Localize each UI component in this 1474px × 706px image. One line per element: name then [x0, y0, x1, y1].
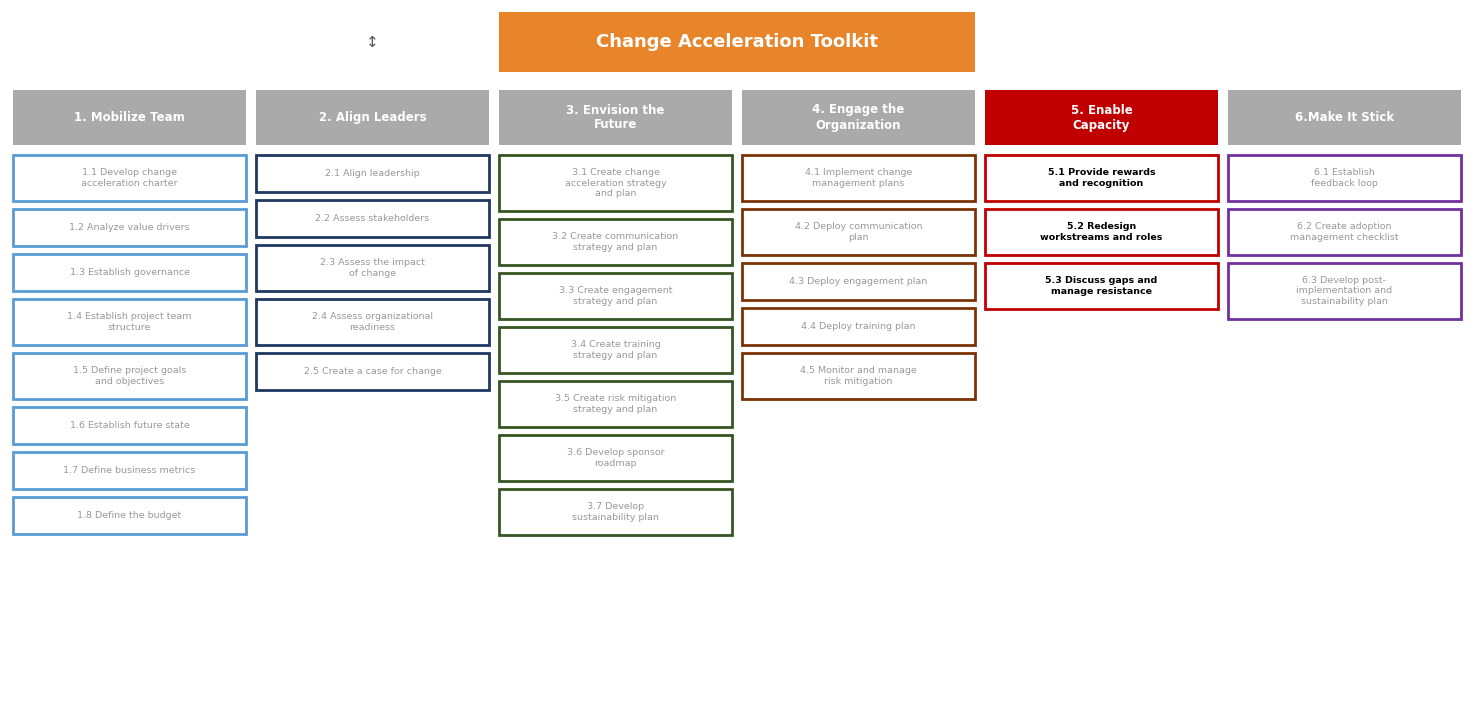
Bar	[256, 155, 489, 192]
Bar	[256, 90, 489, 145]
Bar	[500, 90, 733, 145]
Text: 2.2 Assess stakeholders: 2.2 Assess stakeholders	[315, 214, 429, 223]
Bar	[741, 263, 974, 300]
Bar	[256, 200, 489, 237]
Bar	[1228, 263, 1461, 319]
Text: 3.2 Create communication
strategy and plan: 3.2 Create communication strategy and pl…	[553, 232, 678, 252]
Text: 6.3 Develop post-
implementation and
sustainability plan: 6.3 Develop post- implementation and sus…	[1297, 276, 1393, 306]
Text: 4. Engage the
Organization: 4. Engage the Organization	[812, 104, 905, 131]
Bar	[13, 497, 246, 534]
Bar	[1228, 90, 1461, 145]
Bar	[985, 263, 1218, 309]
Bar	[741, 209, 974, 255]
Text: 4.1 Implement change
management plans: 4.1 Implement change management plans	[805, 168, 912, 188]
Text: 3.6 Develop sponsor
roadmap: 3.6 Develop sponsor roadmap	[566, 448, 665, 467]
Text: 1.8 Define the budget: 1.8 Define the budget	[77, 511, 181, 520]
Text: 1.5 Define project goals
and objectives: 1.5 Define project goals and objectives	[72, 366, 186, 385]
Bar	[13, 155, 246, 201]
Bar	[985, 155, 1218, 201]
Bar	[13, 209, 246, 246]
Bar	[741, 353, 974, 399]
Text: 4.2 Deploy communication
plan: 4.2 Deploy communication plan	[794, 222, 923, 241]
Text: 3.1 Create change
acceleration strategy
and plan: 3.1 Create change acceleration strategy …	[565, 168, 666, 198]
Bar	[1228, 155, 1461, 201]
Text: 6.Make It Stick: 6.Make It Stick	[1296, 111, 1394, 124]
Text: Change Acceleration Toolkit: Change Acceleration Toolkit	[595, 33, 879, 51]
Bar	[500, 327, 733, 373]
Text: 6.2 Create adoption
management checklist: 6.2 Create adoption management checklist	[1290, 222, 1399, 241]
Text: 3.4 Create training
strategy and plan: 3.4 Create training strategy and plan	[570, 340, 660, 359]
Bar	[741, 155, 974, 201]
Text: 1.1 Develop change
acceleration charter: 1.1 Develop change acceleration charter	[81, 168, 178, 188]
Text: 1.6 Establish future state: 1.6 Establish future state	[69, 421, 189, 430]
Text: 1.2 Analyze value drivers: 1.2 Analyze value drivers	[69, 223, 190, 232]
Bar	[256, 353, 489, 390]
Text: 5.1 Provide rewards
and recognition: 5.1 Provide rewards and recognition	[1048, 168, 1156, 188]
Text: 1. Mobilize Team: 1. Mobilize Team	[74, 111, 184, 124]
Text: 2.4 Assess organizational
readiness: 2.4 Assess organizational readiness	[312, 312, 433, 332]
Text: 3. Envision the
Future: 3. Envision the Future	[566, 104, 665, 131]
Bar	[256, 245, 489, 291]
Text: 5.2 Redesign
workstreams and roles: 5.2 Redesign workstreams and roles	[1041, 222, 1163, 241]
Bar	[985, 209, 1218, 255]
Text: 3.3 Create engagement
strategy and plan: 3.3 Create engagement strategy and plan	[559, 287, 672, 306]
Text: ↕: ↕	[366, 35, 379, 49]
Text: 2.5 Create a case for change: 2.5 Create a case for change	[304, 367, 441, 376]
Text: 2. Align Leaders: 2. Align Leaders	[318, 111, 426, 124]
Bar	[256, 299, 489, 345]
Bar	[13, 353, 246, 399]
Bar	[13, 452, 246, 489]
Bar	[500, 273, 733, 319]
Text: 2.3 Assess the impact
of change: 2.3 Assess the impact of change	[320, 258, 425, 277]
Bar	[500, 12, 974, 72]
Text: 1.3 Establish governance: 1.3 Establish governance	[69, 268, 190, 277]
Bar	[741, 90, 974, 145]
Bar	[1228, 209, 1461, 255]
Text: 4.3 Deploy engagement plan: 4.3 Deploy engagement plan	[790, 277, 927, 286]
Bar	[741, 308, 974, 345]
Bar	[13, 90, 246, 145]
Bar	[500, 489, 733, 535]
Text: 3.7 Develop
sustainability plan: 3.7 Develop sustainability plan	[572, 502, 659, 522]
Bar	[500, 435, 733, 481]
Text: 4.4 Deploy training plan: 4.4 Deploy training plan	[802, 322, 915, 331]
Bar	[500, 155, 733, 211]
Bar	[13, 254, 246, 291]
Text: 2.1 Align leadership: 2.1 Align leadership	[326, 169, 420, 178]
Bar	[985, 90, 1218, 145]
Bar	[13, 299, 246, 345]
Bar	[500, 219, 733, 265]
Text: 5. Enable
Capacity: 5. Enable Capacity	[1070, 104, 1132, 131]
Text: 6.1 Establish
feedback loop: 6.1 Establish feedback loop	[1310, 168, 1378, 188]
Text: 4.5 Monitor and manage
risk mitigation: 4.5 Monitor and manage risk mitigation	[800, 366, 917, 385]
Text: 1.7 Define business metrics: 1.7 Define business metrics	[63, 466, 196, 475]
Text: 1.4 Establish project team
structure: 1.4 Establish project team structure	[68, 312, 192, 332]
Text: 5.3 Discuss gaps and
manage resistance: 5.3 Discuss gaps and manage resistance	[1045, 276, 1157, 296]
Text: 3.5 Create risk mitigation
strategy and plan: 3.5 Create risk mitigation strategy and …	[554, 394, 677, 414]
Bar	[13, 407, 246, 444]
Bar	[500, 381, 733, 427]
